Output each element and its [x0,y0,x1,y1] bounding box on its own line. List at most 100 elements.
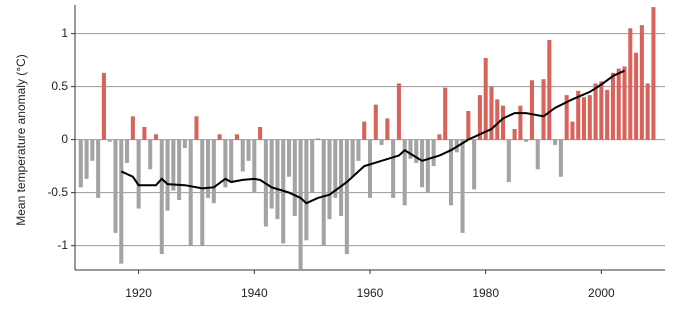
bar [258,126,263,140]
bar [547,39,552,140]
bar [506,139,511,183]
bar [367,139,373,198]
bar [321,139,326,246]
bar [396,83,401,140]
bar [304,139,309,241]
bar [581,97,587,140]
bar [240,139,245,172]
bar [275,139,280,220]
bar [605,89,610,140]
bar [489,86,494,140]
bar [90,139,95,161]
bar [425,139,430,193]
bar [84,139,89,179]
bar [113,139,118,233]
bar [501,105,506,140]
bar [252,139,257,193]
y-tick-label: 0 [61,132,68,146]
bar [206,139,211,198]
bar [385,118,390,140]
bar [587,95,592,140]
y-tick-label: 1 [61,26,68,40]
bar [541,79,546,140]
bar [483,58,488,140]
bar [350,139,355,177]
bar [177,139,182,201]
bar [408,139,413,159]
bar [558,139,563,177]
bar [524,139,529,142]
bar [194,116,199,140]
bar [101,72,106,140]
bar [165,139,170,211]
bar [119,139,124,264]
y-tick-label: -1 [57,238,68,252]
bar [645,83,650,140]
bar [431,139,436,167]
bar [107,139,112,142]
bar [466,111,471,140]
y-tick-label: 0.5 [51,79,68,93]
bar [269,139,274,209]
bar [610,72,615,140]
bar [217,134,222,140]
bar [356,139,361,161]
bar [576,90,581,140]
bar [159,139,164,255]
bar [628,28,633,140]
y-axis-label: Mean temperature anomaly (°C) [14,54,28,226]
bar [518,105,523,140]
bar [223,139,228,188]
bar [182,139,187,149]
bar [211,139,216,204]
bar [298,139,303,269]
bar [379,139,384,145]
running-mean-line [120,69,625,205]
bar [414,139,419,163]
x-tick-label: 2000 [588,286,615,300]
bar [362,121,367,140]
bar [310,139,315,193]
bar [246,139,251,161]
bar [420,139,425,188]
bar [495,99,500,140]
bar [142,126,147,140]
bar [234,134,239,140]
bar [292,139,297,216]
bar [512,129,517,140]
x-tick-label: 1960 [357,286,384,300]
bar [130,116,135,140]
bar [344,139,349,255]
bar [616,68,621,140]
bar [286,139,292,177]
x-tick-label: 1940 [241,286,268,300]
bar [125,139,130,163]
bar [535,139,540,170]
bar [200,139,205,246]
bar [472,139,477,190]
bar [570,121,575,140]
bar [333,139,338,198]
bar [402,139,407,206]
bar [136,139,141,209]
bar [634,52,639,140]
bar [171,139,176,191]
bar [188,139,193,246]
bar [373,104,378,140]
bar [437,134,442,140]
bar [229,139,234,183]
bar [391,139,396,198]
bar [599,81,604,140]
bar [651,7,656,140]
x-tick-label: 1980 [472,286,499,300]
bar [148,139,153,170]
bar [529,80,534,140]
bar [78,139,83,188]
bar [460,139,465,233]
x-tick-label: 1920 [125,286,152,300]
bar [315,138,320,140]
bar [153,134,159,140]
bar [639,25,644,140]
bar [339,139,344,216]
